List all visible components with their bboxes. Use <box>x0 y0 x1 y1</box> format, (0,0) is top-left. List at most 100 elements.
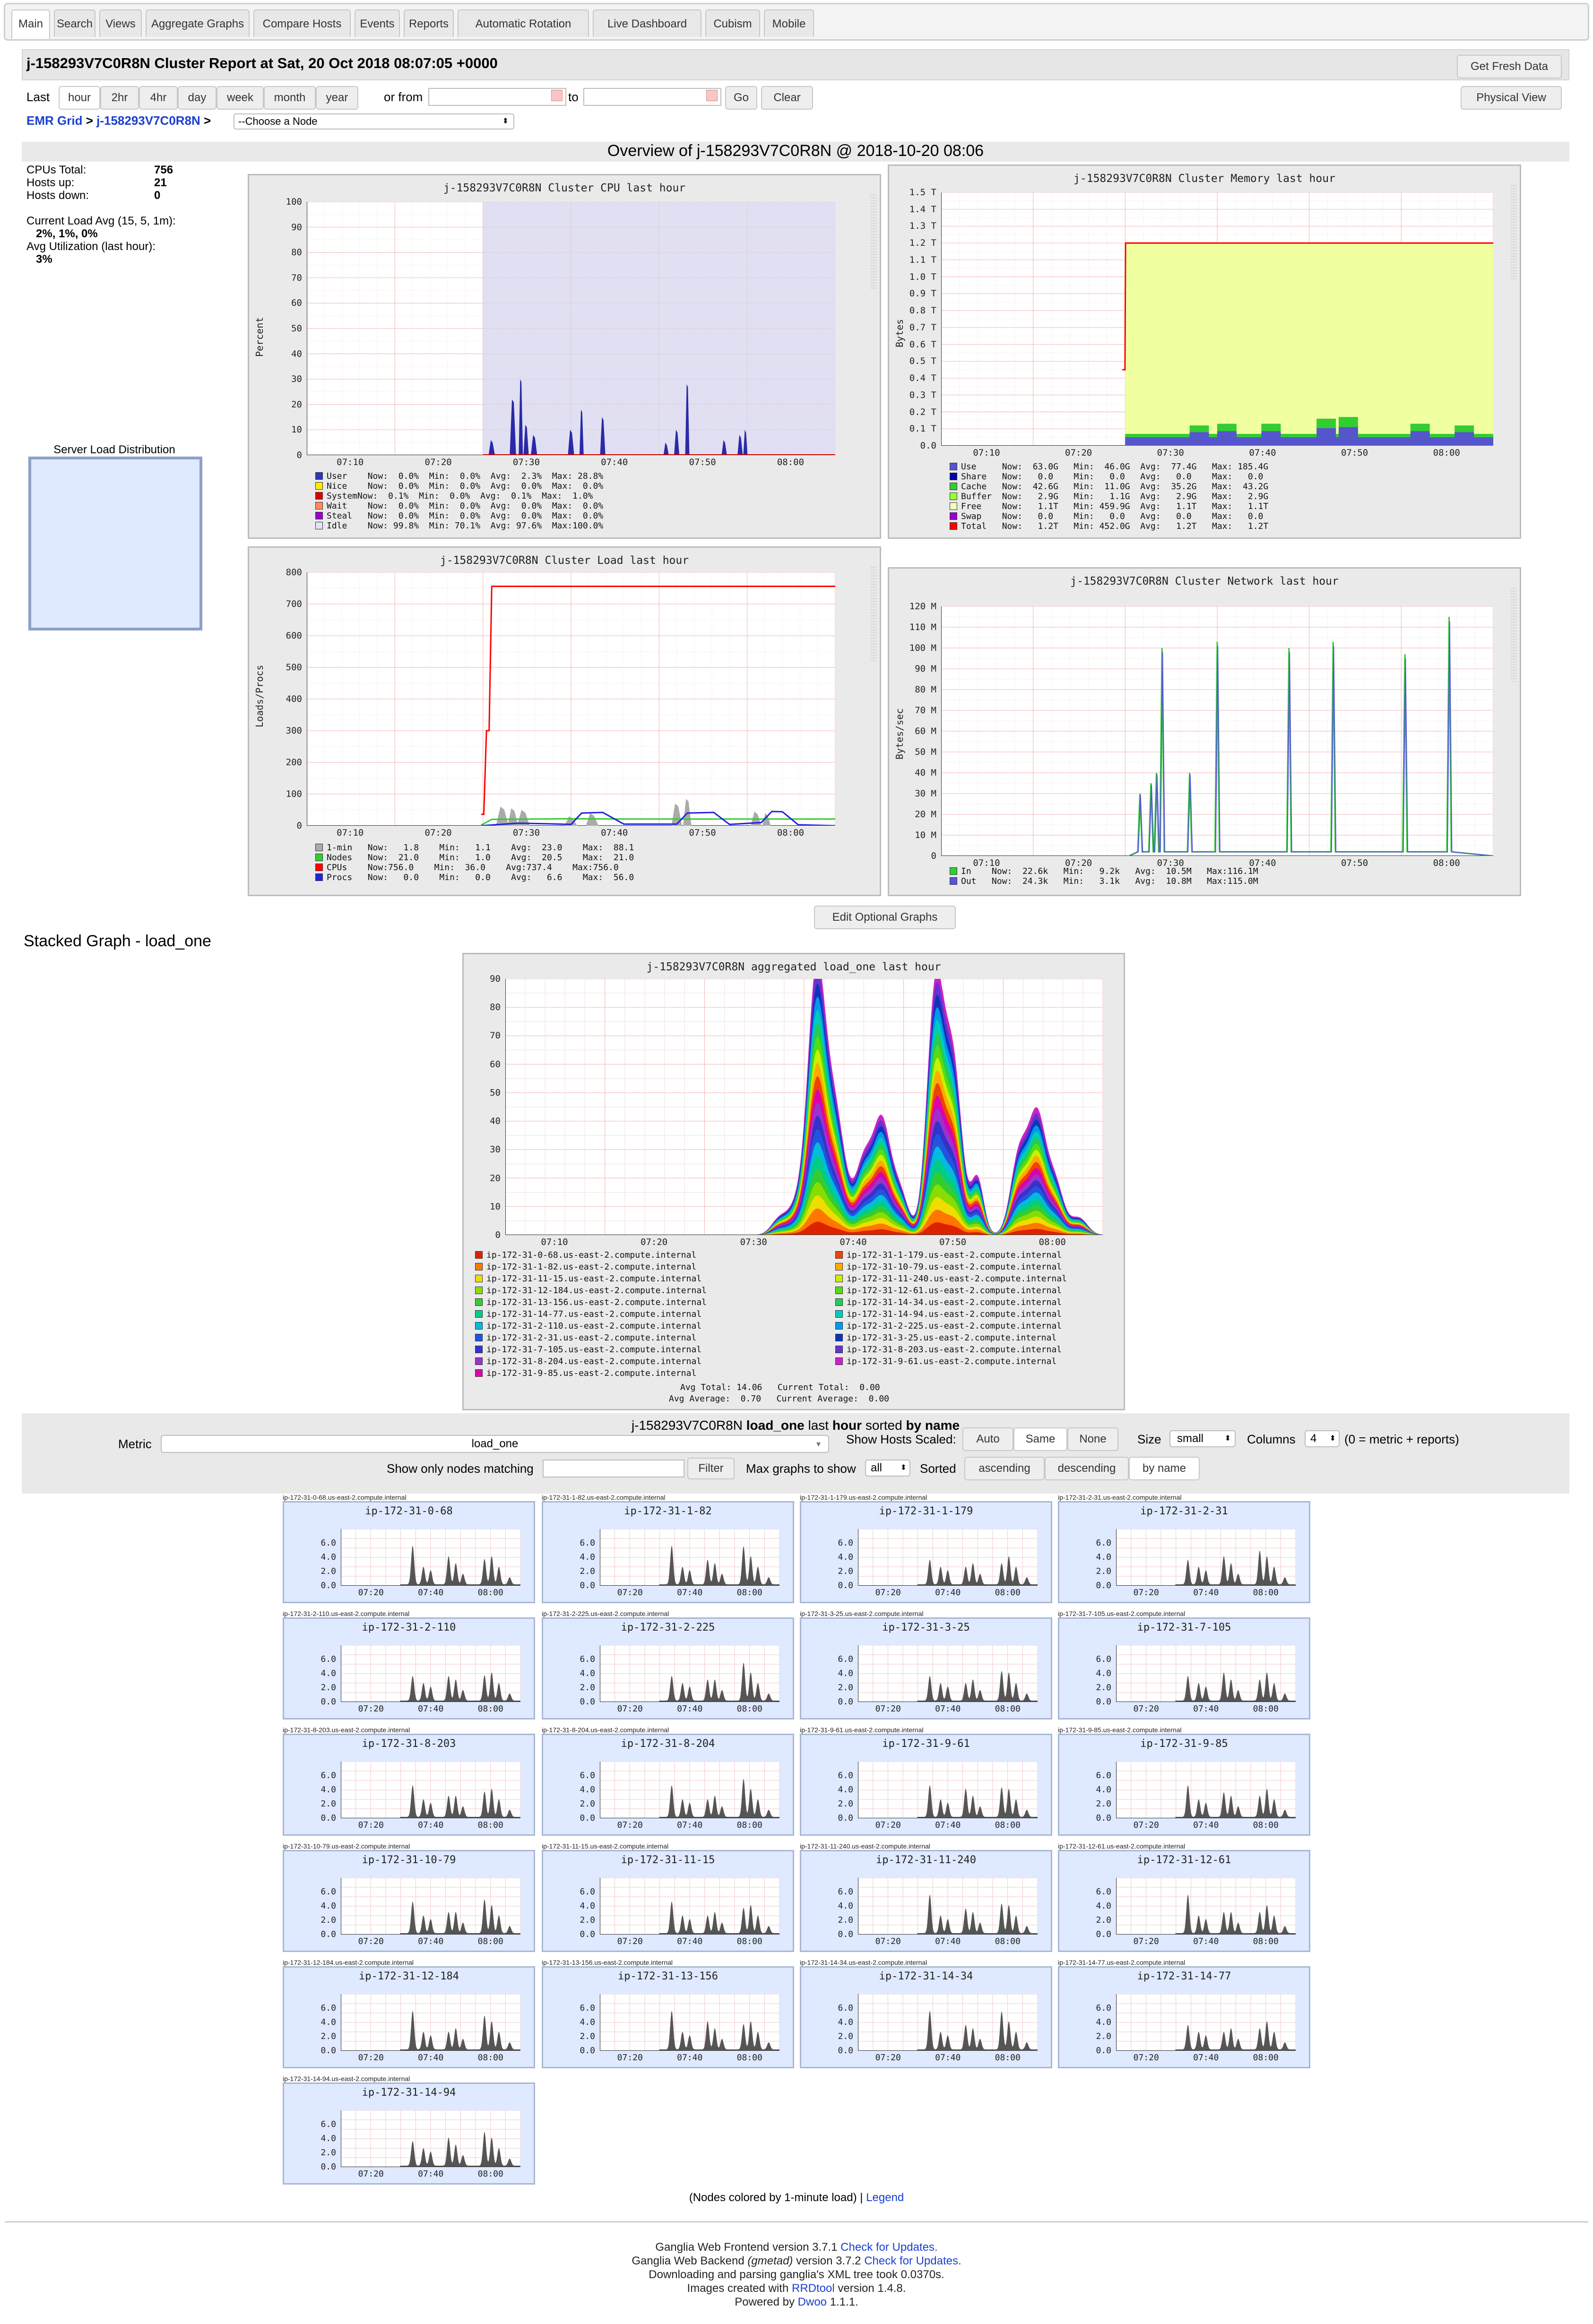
tab-cubism[interactable]: Cubism <box>705 9 760 37</box>
tab-main[interactable]: Main <box>11 9 50 39</box>
stacked-graph-panel[interactable]: j-158293V7C0R8N aggregated load_one last… <box>462 953 1125 1410</box>
host-graph-ip-172-31-9-61[interactable]: ip-172-31-9-61 6.0 4.0 2.0 0.0 07:20 07:40 08:0… <box>800 1734 1052 1836</box>
host-graph-ip-172-31-12-184[interactable]: ip-172-31-12-184 6.0 4.0 2.0 0.0 07:20 07:40 08… <box>283 1966 535 2068</box>
host-graph-ip-172-31-9-85[interactable]: ip-172-31-9-85 6.0 4.0 2.0 0.0 07:20 07:40 08:0… <box>1058 1734 1310 1836</box>
legend-swatch <box>475 1334 483 1341</box>
from-date-input[interactable] <box>428 88 566 106</box>
host-graph-ip-172-31-10-79[interactable]: ip-172-31-10-79 6.0 4.0 2.0 0.0 07:20 07:40 08:… <box>283 1850 535 1952</box>
legend-row: Use Now: 63.0G Min: 46.0G Avg: 77.4G Max… <box>950 462 1268 472</box>
tab-compare-hosts[interactable]: Compare Hosts <box>253 9 351 37</box>
x-tick-label: 07:40 <box>418 1704 444 1714</box>
edit-optional-graphs-button[interactable]: Edit Optional Graphs <box>814 906 956 929</box>
tab-automatic-rotation[interactable]: Automatic Rotation <box>458 9 589 37</box>
tab-events[interactable]: Events <box>355 9 400 37</box>
tab-live-dashboard[interactable]: Live Dashboard <box>593 9 701 37</box>
legend-swatch <box>835 1287 843 1294</box>
size-label: Size <box>1137 1432 1161 1446</box>
host-graph-ip-172-31-14-34[interactable]: ip-172-31-14-34 6.0 4.0 2.0 0.0 07:20 07:40 08:… <box>800 1966 1052 2068</box>
range-week[interactable]: week <box>216 86 264 110</box>
tab-views[interactable]: Views <box>99 9 142 37</box>
filter-button[interactable]: Filter <box>687 1458 735 1479</box>
to-calendar-icon[interactable] <box>706 90 718 101</box>
sort-descending[interactable]: descending <box>1045 1457 1129 1480</box>
host-graph-ip-172-31-11-15[interactable]: ip-172-31-11-15 6.0 4.0 2.0 0.0 07:20 07:40 08:… <box>542 1850 794 1952</box>
tab-label: Views <box>105 17 136 30</box>
scaled-none[interactable]: None <box>1067 1427 1118 1451</box>
filter-label: Show only nodes matching <box>387 1461 534 1476</box>
host-graph-ip-172-31-7-105[interactable]: ip-172-31-7-105 6.0 4.0 2.0 0.0 07:20 07:40 08:… <box>1058 1617 1310 1719</box>
x-tick-label: 07:20 <box>875 1936 901 1946</box>
range-month[interactable]: month <box>264 86 316 110</box>
overview-bar <box>22 142 1569 162</box>
host-graph-ip-172-31-1-179[interactable]: ip-172-31-1-179 6.0 4.0 2.0 0.0 07:20 07:40 08:… <box>800 1501 1052 1603</box>
host-graph-ip-172-31-8-203[interactable]: ip-172-31-8-203 6.0 4.0 2.0 0.0 07:20 07:40 08:… <box>283 1734 535 1836</box>
frontend-update-link[interactable]: Check for Updates. <box>840 2241 938 2254</box>
node-select[interactable]: --Choose a Node ⬍ <box>234 113 514 130</box>
metric-select[interactable]: load_one ▾ <box>161 1435 829 1453</box>
range-option-label: 2hr <box>111 91 128 104</box>
y-tick-label: 50 <box>490 1087 501 1098</box>
host-graph-ip-172-31-2-31[interactable]: ip-172-31-2-31 6.0 4.0 2.0 0.0 07:20 07:40 08:0… <box>1058 1501 1310 1603</box>
scaled-auto[interactable]: Auto <box>962 1427 1013 1451</box>
size-select[interactable]: small ⬍ <box>1169 1430 1236 1447</box>
y-tick-label: 4.0 <box>580 1785 595 1795</box>
mem-graph[interactable]: j-158293V7C0R8N Cluster Memory last hour… <box>888 164 1521 539</box>
get-fresh-data-button[interactable]: Get Fresh Data <box>1457 55 1562 78</box>
x-tick-label: 08:00 <box>477 1820 503 1830</box>
x-tick-label: 08:00 <box>995 1588 1021 1598</box>
range-year[interactable]: year <box>316 86 358 110</box>
host-graph-ip-172-31-11-240[interactable]: ip-172-31-11-240 6.0 4.0 2.0 0.0 07:20 07:40 08… <box>800 1850 1052 1952</box>
go-button[interactable]: Go <box>725 86 757 110</box>
to-date-input[interactable] <box>583 88 721 106</box>
host-graph-ip-172-31-0-68[interactable]: ip-172-31-0-68 6.0 4.0 2.0 0.0 07:20 07:40 08:0… <box>283 1501 535 1603</box>
range-4hr[interactable]: 4hr <box>139 86 178 110</box>
legend-link[interactable]: Legend <box>866 2191 904 2204</box>
host-graph-ip-172-31-3-25[interactable]: ip-172-31-3-25 6.0 4.0 2.0 0.0 07:20 07:40 08:0… <box>800 1617 1052 1719</box>
filter-input[interactable] <box>543 1460 684 1477</box>
scaled-option-label: None <box>1079 1433 1107 1445</box>
sort-ascending[interactable]: ascending <box>964 1457 1045 1480</box>
y-tick-label: 4.0 <box>838 1785 853 1795</box>
range-hour[interactable]: hour <box>59 86 100 110</box>
host-graph-ip-172-31-1-82[interactable]: ip-172-31-1-82 6.0 4.0 2.0 0.0 07:20 07:40 08:0… <box>542 1501 794 1603</box>
host-graph-ip-172-31-2-225[interactable]: ip-172-31-2-225 6.0 4.0 2.0 0.0 07:20 07:40 08:… <box>542 1617 794 1719</box>
node-select-value: --Choose a Node <box>238 115 318 127</box>
rrdtool-link[interactable]: RRDtool <box>791 2282 835 2295</box>
breadcrumb-grid-link[interactable]: EMR Grid <box>26 113 83 128</box>
scaled-same[interactable]: Same <box>1013 1427 1067 1451</box>
metric-label: Metric <box>118 1437 152 1451</box>
from-calendar-icon[interactable] <box>551 90 563 101</box>
clear-button[interactable]: Clear <box>761 86 813 110</box>
host-graph-ip-172-31-14-77[interactable]: ip-172-31-14-77 6.0 4.0 2.0 0.0 07:20 07:40 08:… <box>1058 1966 1310 2068</box>
legend-swatch <box>835 1346 843 1353</box>
dwoo-link[interactable]: Dwoo <box>797 2296 827 2308</box>
host-graph-ip-172-31-2-110[interactable]: ip-172-31-2-110 6.0 4.0 2.0 0.0 07:20 07:40 08:… <box>283 1617 535 1719</box>
max-graphs-select[interactable]: all ⬍ <box>865 1460 910 1477</box>
backend-version: version 3.7.2 <box>796 2255 861 2267</box>
host-graph-ip-172-31-14-94[interactable]: ip-172-31-14-94 6.0 4.0 2.0 0.0 07:20 07:40 08:… <box>283 2082 535 2185</box>
tab-mobile[interactable]: Mobile <box>764 9 814 37</box>
load-graph[interactable]: j-158293V7C0R8N Cluster Load last hour 80… <box>248 546 881 896</box>
host-graph-ip-172-31-12-61[interactable]: ip-172-31-12-61 6.0 4.0 2.0 0.0 07:20 07:40 08:… <box>1058 1850 1310 1952</box>
legend-swatch <box>835 1251 843 1259</box>
net-graph[interactable]: j-158293V7C0R8N Cluster Network last hou… <box>888 567 1521 896</box>
host-graph-ip-172-31-8-204[interactable]: ip-172-31-8-204 6.0 4.0 2.0 0.0 07:20 07:40 08:… <box>542 1734 794 1836</box>
range-2hr[interactable]: 2hr <box>100 86 139 110</box>
legend-row: 1-min Now: 1.8 Min: 1.1 Avg: 23.0 Max: 8… <box>315 843 634 853</box>
legend-swatch <box>835 1298 843 1306</box>
breadcrumb-cluster-link[interactable]: j-158293V7C0R8N <box>96 113 200 128</box>
range-day[interactable]: day <box>178 86 216 110</box>
cpu-graph[interactable]: j-158293V7C0R8N Cluster CPU last hour 100… <box>248 174 881 539</box>
y-tick-label: 0.0 <box>320 1929 336 1939</box>
utilization-label: Avg Utilization (last hour): <box>26 240 156 253</box>
backend-update-link[interactable]: Check for Updates. <box>864 2255 961 2267</box>
host-caption: ip-172-31-14-94.us-east-2.compute.intern… <box>283 2075 410 2082</box>
tab-aggregate-graphs[interactable]: Aggregate Graphs <box>146 9 250 37</box>
host-graph-ip-172-31-13-156[interactable]: ip-172-31-13-156 6.0 4.0 2.0 0.0 07:20 07:40 08… <box>542 1966 794 2068</box>
server-load-distribution-chart[interactable] <box>28 457 202 631</box>
physical-view-button[interactable]: Physical View <box>1461 86 1562 110</box>
tab-reports[interactable]: Reports <box>404 9 454 37</box>
columns-select[interactable]: 4 ⬍ <box>1305 1430 1340 1447</box>
sort-by-name[interactable]: by name <box>1129 1457 1200 1480</box>
tab-search[interactable]: Search <box>54 9 95 37</box>
